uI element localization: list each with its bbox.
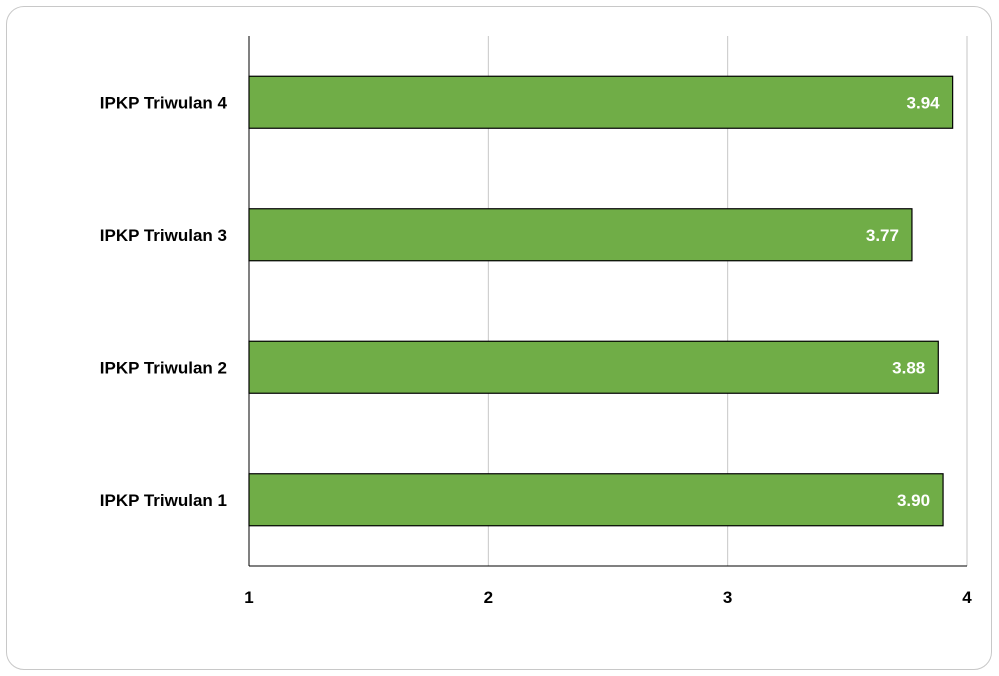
x-tick-label: 3 [723, 588, 732, 607]
category-label-3: IPKP Triwulan 3 [100, 226, 227, 245]
bar-1 [248, 473, 944, 527]
x-tick-label: 1 [244, 588, 253, 607]
bars [248, 75, 954, 527]
category-label-4: IPKP Triwulan 4 [100, 93, 228, 112]
bar-3 [248, 208, 913, 262]
data-label-2: 3.88 [892, 358, 925, 377]
data-label-1: 3.90 [897, 491, 930, 510]
x-tick-label: 4 [962, 588, 972, 607]
category-label-2: IPKP Triwulan 2 [100, 358, 227, 377]
bar-4 [248, 75, 954, 129]
axes [248, 36, 967, 567]
x-tick-label: 2 [484, 588, 493, 607]
labels: 1 2 3 4 3.90 IPKP Triwulan 1 3.88 IPKP Triwulan… [100, 93, 973, 607]
bar-2 [248, 340, 939, 394]
category-label-1: IPKP Triwulan 1 [100, 491, 227, 510]
data-label-3: 3.77 [866, 226, 899, 245]
data-label-4: 3.94 [907, 93, 941, 112]
